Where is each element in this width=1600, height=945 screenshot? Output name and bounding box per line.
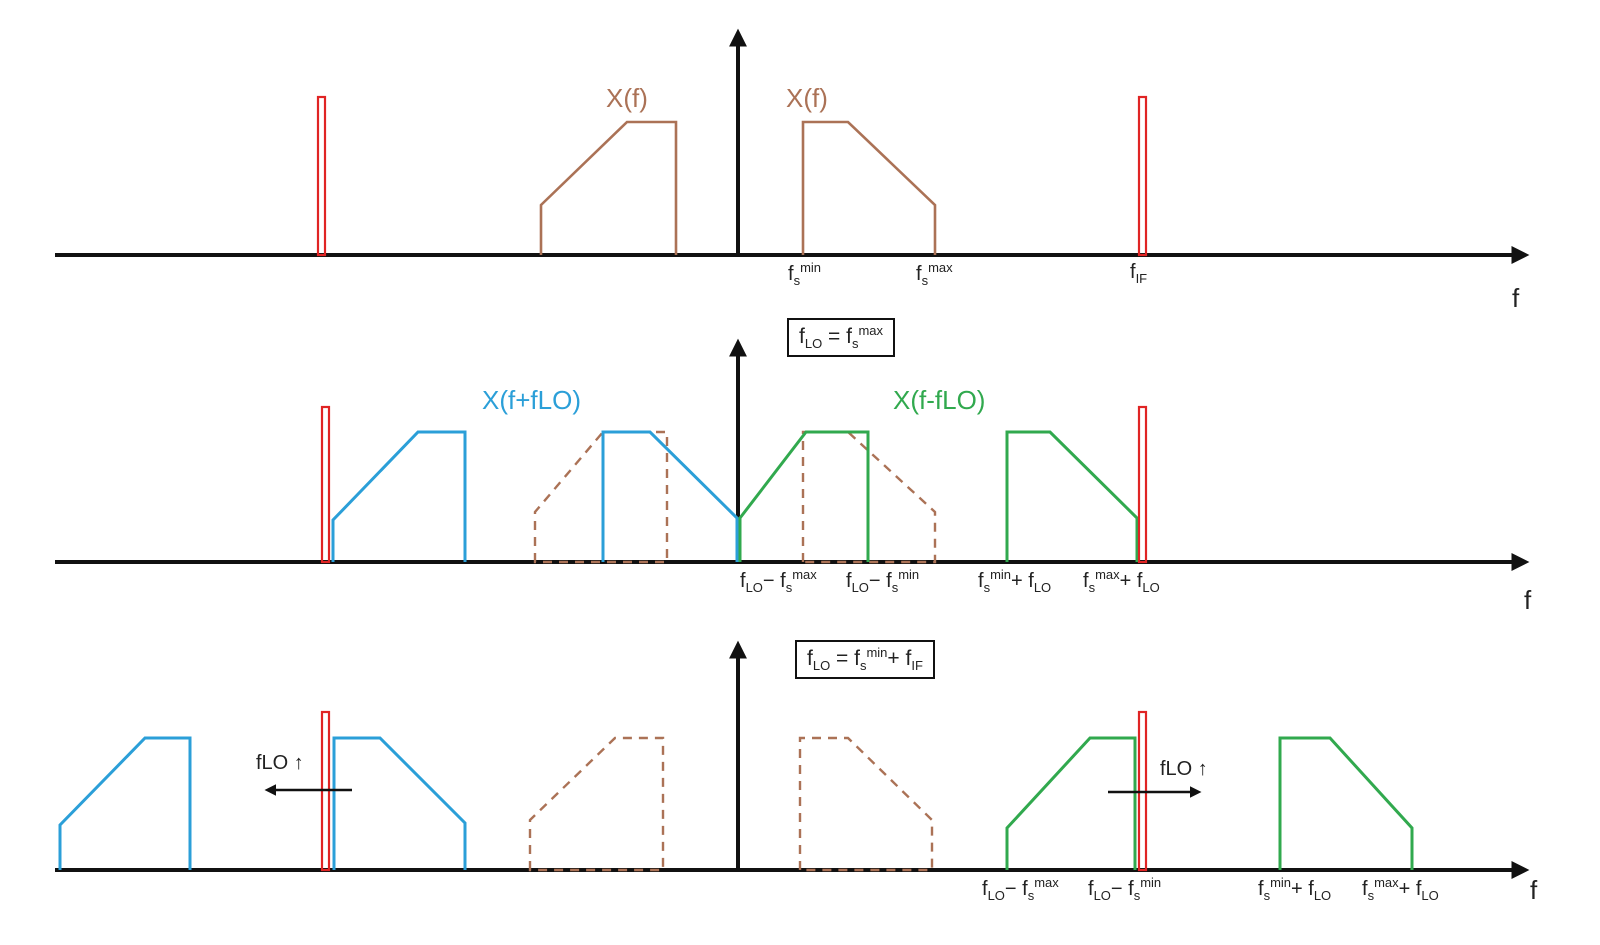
label-xf-left: X(f) (606, 83, 648, 113)
impulse-negative-fif-row1 (316, 95, 327, 257)
shifted-right-outer-trapezoid-row2 (1005, 430, 1139, 562)
impulse-fif-row2 (1137, 405, 1148, 564)
label-flo-minus-fsmin-row3: fLO− fsmin (1088, 875, 1162, 903)
impulse-negative-fif-row2 (320, 405, 331, 564)
shifted-left-outer-trapezoid-row3 (58, 736, 192, 870)
shifted-right-inner-trapezoid-row2 (738, 430, 870, 562)
label-flo-minus-fsmin-row2: fLO− fsmin (846, 567, 920, 595)
label-fsmax-plus-flo-row2: fsmax+ fLO (1083, 567, 1160, 595)
axis-label-f-row2: f (1524, 585, 1532, 615)
shifted-right-outer-trapezoid-row3 (1278, 736, 1414, 870)
label-fsmax-plus-flo-row3: fsmax+ fLO (1362, 875, 1439, 903)
axis-label-f-row1: f (1512, 283, 1520, 313)
label-xf-right: X(f) (786, 83, 828, 113)
label-fs-min-row1: fsmin (788, 260, 822, 288)
original-ghost-negative-row2 (533, 430, 669, 564)
label-fs-max-row1: fsmax (916, 260, 953, 288)
spectrum-xf-negative-trapezoid (539, 120, 678, 255)
original-ghost-positive-row3 (798, 736, 934, 872)
label-flo-minus-fsmax-row3: fLO− fsmax (982, 875, 1059, 903)
label-x-f-plus-flo: X(f+fLO) (482, 385, 581, 415)
label-fif-row1: fIF (1130, 261, 1148, 286)
spectrum-xf-positive-trapezoid (801, 120, 937, 255)
label-flo-increasing-right: fLO ↑ (1160, 758, 1208, 780)
label-flo-minus-fsmax-row2: fLO− fsmax (740, 567, 817, 595)
equation-box-row3: fLO = fsmin+ fIF (795, 640, 935, 680)
equation-box-row2: fLO = fsmax (787, 318, 896, 358)
label-fsmin-plus-flo-row2: fsmin+ fLO (978, 567, 1052, 595)
shifted-right-inner-trapezoid-row3 (1005, 736, 1137, 870)
shifted-left-inner-trapezoid-row3 (332, 736, 467, 870)
label-flo-increasing-left: fLO ↑ (256, 752, 304, 774)
label-x-f-minus-flo: X(f-fLO) (893, 385, 986, 415)
original-ghost-negative-row3 (528, 736, 665, 872)
axis-label-f-row3: f (1530, 875, 1538, 905)
impulse-fif-row1 (1137, 95, 1148, 257)
shifted-left-outer-trapezoid-row2 (331, 430, 467, 562)
label-fsmin-plus-flo-row3: fsmin+ fLO (1258, 875, 1332, 903)
shifted-left-inner-trapezoid-row2 (601, 430, 739, 562)
